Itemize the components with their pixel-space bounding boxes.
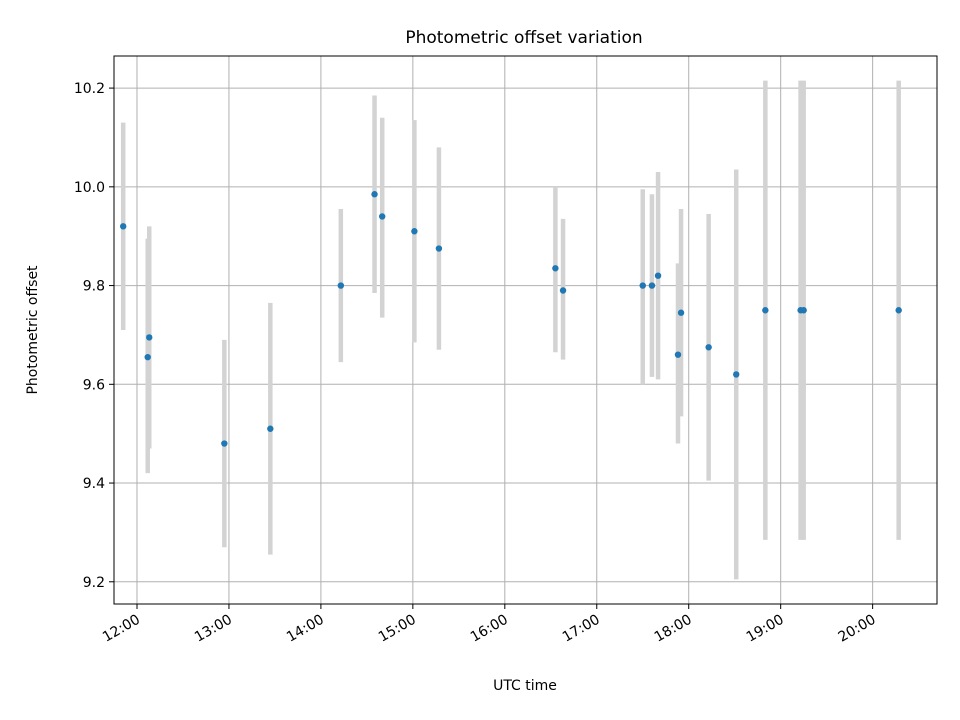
errorbar-layer — [120, 80, 901, 580]
data-point — [800, 307, 807, 314]
x-tick-label: 20:00 — [836, 612, 879, 646]
data-point — [654, 272, 662, 279]
y-tick-label: 9.6 — [83, 377, 105, 393]
tick-layer: 9.2 9.4 9.6 9.8 10.0 10.2 12:00 13:00 14:00 15:00… — [74, 81, 879, 646]
chart-title: Photometric offset variation — [405, 28, 642, 48]
data-point — [895, 307, 902, 314]
data-point — [677, 309, 685, 316]
data-point — [411, 228, 418, 235]
data-point — [762, 307, 769, 314]
data-point — [119, 223, 127, 230]
x-tick-label: 18:00 — [652, 612, 695, 646]
data-point — [705, 344, 712, 351]
x-tick-label: 15:00 — [376, 612, 419, 646]
grid-layer — [114, 56, 937, 604]
y-tick-label: 9.4 — [83, 476, 105, 492]
x-axis-label: UTC time — [493, 678, 557, 694]
data-point — [648, 282, 656, 289]
data-point — [221, 440, 228, 447]
x-tick-label: 19:00 — [744, 612, 787, 646]
data-point — [674, 351, 682, 358]
y-tick-label: 10.0 — [74, 180, 105, 196]
point-layer — [119, 191, 902, 447]
y-tick-label: 10.2 — [74, 81, 105, 97]
x-tick-label: 14:00 — [284, 612, 327, 646]
x-tick-label: 13:00 — [192, 612, 235, 646]
data-point — [552, 265, 559, 272]
x-tick-label: 17:00 — [560, 612, 603, 646]
data-point — [146, 334, 153, 341]
y-tick-label: 9.8 — [83, 279, 105, 295]
data-point — [144, 353, 151, 361]
data-point — [733, 371, 740, 378]
x-tick-label: 12:00 — [100, 612, 143, 646]
data-point — [337, 282, 345, 289]
y-tick-label: 9.2 — [83, 575, 105, 591]
data-point — [371, 191, 378, 198]
x-tick-label: 16:00 — [468, 612, 511, 646]
data-point — [559, 287, 567, 294]
data-point — [435, 245, 443, 252]
plot-frame — [113, 55, 938, 605]
data-point — [639, 282, 646, 289]
y-axis-label: Photometric offset — [25, 265, 41, 395]
data-point — [267, 425, 274, 432]
data-point — [379, 213, 386, 220]
